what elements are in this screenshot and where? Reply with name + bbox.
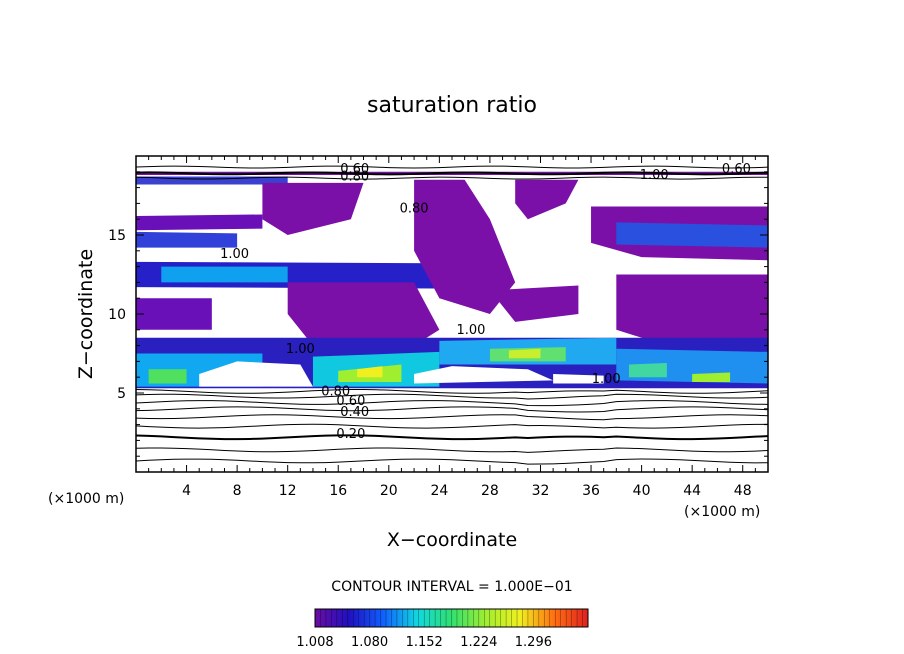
colorbar-tick-label: 1.152 [406, 635, 443, 650]
contour-interval-label: CONTOUR INTERVAL = 1.000E−01 [331, 579, 572, 595]
x-tick-label: 12 [279, 483, 297, 499]
unsaturated-gap [199, 361, 313, 387]
x-unit-label: (×1000 m) [684, 504, 760, 520]
y-tick-label: 5 [117, 386, 126, 402]
saturated-region [489, 285, 579, 322]
colorbar-stripes [320, 609, 583, 627]
saturated-region [628, 362, 667, 378]
saturated-region [357, 366, 383, 378]
contour-line-top [136, 165, 768, 169]
x-tick-label: 32 [532, 483, 550, 499]
contour-labels: 0.200.400.600.801.001.001.001.001.000.60… [220, 162, 751, 442]
x-tick-label: 48 [734, 483, 752, 499]
saturated-region [616, 274, 768, 354]
saturated-region [414, 179, 516, 314]
x-tick-label: 36 [582, 483, 600, 499]
contour-label: 0.80 [400, 201, 429, 216]
saturated-region [508, 348, 541, 359]
x-tick-label: 4 [182, 483, 191, 499]
contour-line [136, 423, 768, 429]
contour-label: 0.40 [340, 405, 369, 420]
saturated-region [136, 214, 263, 231]
x-tick-label: 40 [633, 483, 651, 499]
saturated-region [515, 179, 579, 220]
contour-label: 1.00 [592, 372, 621, 387]
unsaturated-gap [553, 374, 604, 384]
contour-line [136, 414, 768, 421]
y-tick-label: 10 [108, 307, 126, 323]
contour-label: 0.60 [340, 162, 369, 177]
x-tick-label: 20 [380, 483, 398, 499]
saturated-region [161, 266, 288, 283]
contour-label: 1.00 [220, 247, 249, 262]
y-tick-label: 15 [108, 228, 126, 244]
colorbar: 1.008 1.080 1.152 1.224 1.296 [296, 608, 589, 650]
contour-line [136, 393, 768, 400]
colorbar-tick-label: 1.224 [460, 635, 497, 650]
saturated-region [692, 372, 731, 382]
contour-line-top [136, 176, 768, 180]
contour-label: 0.60 [722, 162, 751, 177]
contour-line [136, 434, 768, 441]
x-tick-label: 24 [430, 483, 448, 499]
contour-label: 0.20 [336, 427, 365, 442]
y-unit-label: (×1000 m) [48, 491, 124, 507]
contour-label: 1.00 [456, 323, 485, 338]
contour-label: 1.00 [640, 168, 669, 183]
contour-label: 1.00 [286, 342, 315, 357]
saturation-field [136, 171, 768, 389]
plot-area: 0.200.400.600.801.001.001.001.001.000.60… [108, 155, 769, 499]
colorbar-tick-label: 1.008 [296, 635, 333, 650]
contour-label: 0.80 [340, 170, 369, 185]
contour-line [136, 389, 768, 394]
x-tick-label: 8 [233, 483, 242, 499]
saturated-region [136, 298, 212, 330]
contour-line-top [136, 171, 768, 176]
contour-label: 0.60 [336, 394, 365, 409]
saturated-region [148, 369, 187, 384]
colorbar-tick-label: 1.296 [515, 635, 552, 650]
contour-lines [136, 165, 768, 465]
saturated-region [136, 231, 238, 248]
contour-line [136, 400, 768, 407]
contour-line [136, 447, 768, 453]
y-axis-label: Z−coordinate [75, 249, 97, 379]
x-tick-label: 44 [683, 483, 701, 499]
colorbar-frame [314, 608, 589, 628]
x-tick-label: 16 [329, 483, 347, 499]
x-tick-label: 28 [481, 483, 499, 499]
x-axis-label: X−coordinate [387, 529, 517, 551]
saturated-region [616, 222, 768, 248]
contour-label: 0.80 [321, 385, 350, 400]
colorbar-tick-labels: 1.008 1.080 1.152 1.224 1.296 [296, 635, 552, 650]
unsaturated-gap [414, 366, 554, 384]
colorbar-tick-label: 1.080 [351, 635, 388, 650]
contour-line [136, 406, 768, 413]
saturated-region [262, 182, 364, 235]
chart-title: saturation ratio [367, 93, 537, 118]
contour-line [136, 458, 768, 465]
